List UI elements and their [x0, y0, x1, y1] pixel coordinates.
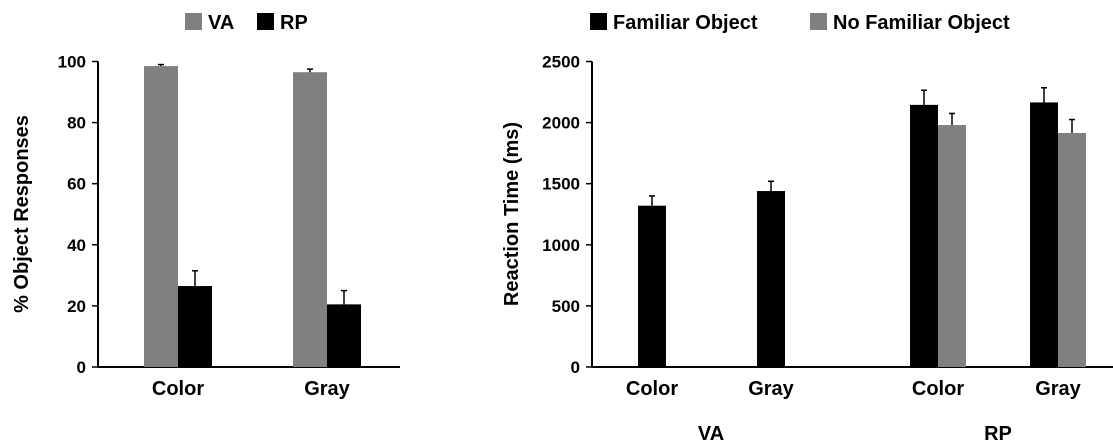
- bar: [1030, 102, 1058, 367]
- x-tick-label: Gray: [1035, 378, 1081, 400]
- bar: [757, 191, 785, 367]
- chart-object-responses: 0 20 40 60 80 100 % Object Responses Color Gray V…: [11, 12, 400, 400]
- bar: [1058, 132, 1086, 367]
- y-tick-label: 2500: [542, 53, 580, 72]
- legend-label: No Familiar Object: [833, 12, 1010, 34]
- legend-swatch: [590, 13, 607, 30]
- y-tick-label: 40: [67, 236, 86, 255]
- x-tick-label: Color: [912, 378, 964, 400]
- bar: [910, 104, 938, 368]
- bar: [327, 304, 361, 367]
- y-tick-label: 80: [67, 114, 86, 133]
- y-tick-label: 0: [77, 358, 86, 377]
- legend-label: RP: [280, 12, 308, 34]
- bar: [638, 205, 666, 367]
- y-tick-label: 0: [571, 358, 580, 377]
- y-tick-label: 20: [67, 297, 86, 316]
- legend-label: Familiar Object: [613, 12, 758, 34]
- legend-swatch: [257, 13, 274, 30]
- bar: [178, 286, 212, 367]
- legend-swatch: [810, 13, 827, 30]
- y-tick-label: 500: [552, 297, 580, 316]
- x-tick-label: Color: [152, 378, 204, 400]
- group-label: RP: [984, 423, 1012, 443]
- y-axis-label: % Object Responses: [11, 115, 33, 313]
- y-axis-label: Reaction Time (ms): [501, 122, 523, 306]
- x-tick-label: Gray: [304, 378, 350, 400]
- y-tick-label: 1000: [542, 236, 580, 255]
- y-tick-label: 100: [58, 53, 86, 72]
- y-tick-label: 60: [67, 175, 86, 194]
- x-tick-label: Color: [626, 378, 678, 400]
- y-tick-label: 1500: [542, 175, 580, 194]
- y-tick-label: 2000: [542, 114, 580, 133]
- chart-reaction-time: 0 500 1000 1500 2000 2500 Reaction Time (ms) Co…: [501, 12, 1113, 443]
- legend-label: VA: [208, 12, 234, 34]
- x-tick-label: Gray: [748, 378, 794, 400]
- bar: [144, 66, 178, 368]
- group-label: VA: [698, 423, 724, 443]
- bar: [938, 125, 966, 367]
- legend-swatch: [185, 13, 202, 30]
- bar: [293, 72, 327, 367]
